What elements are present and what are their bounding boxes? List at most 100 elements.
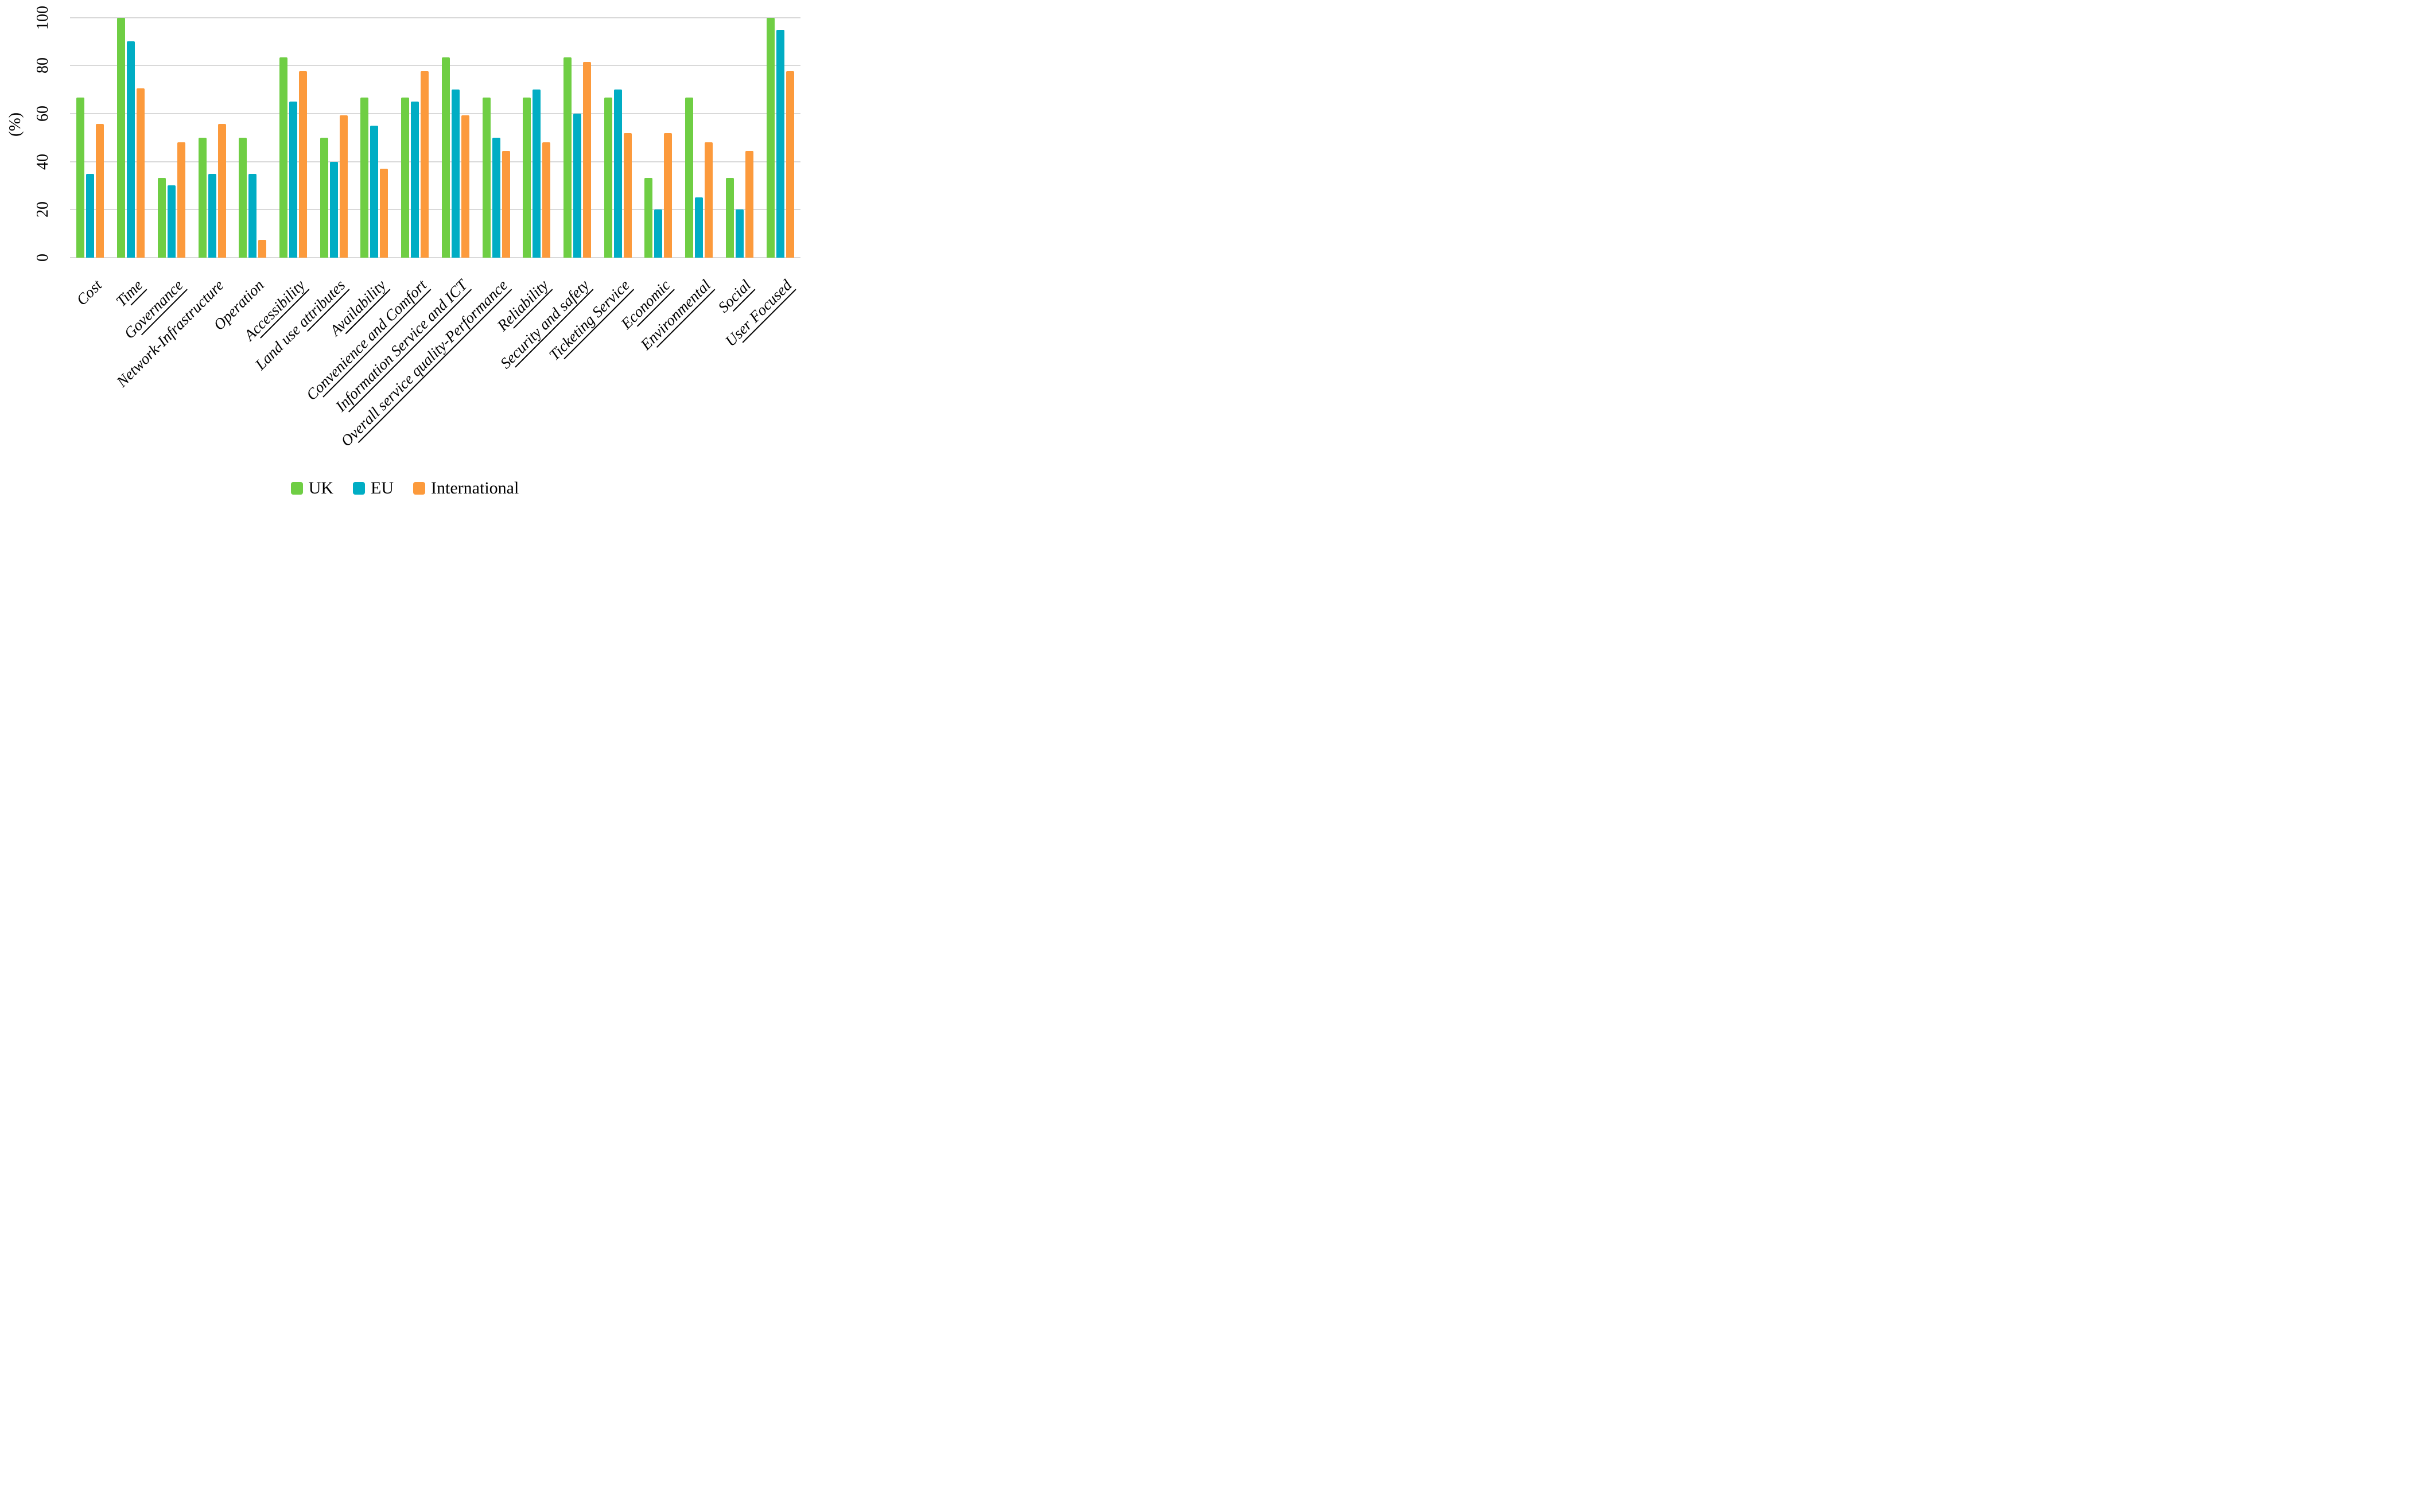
legend-item-international: International	[413, 480, 519, 497]
gridline-60	[70, 112, 800, 114]
bar-uk-land-use-attributes	[320, 137, 328, 258]
gridline-0	[70, 257, 800, 258]
y-axis-title: (%)	[6, 112, 24, 137]
bar-international-network-infrastructure	[217, 124, 226, 258]
bar-international-convenience-and-comfort	[421, 71, 429, 258]
y-tick-label-60: 60	[34, 105, 52, 122]
bar-uk-security-and-safety	[563, 57, 572, 258]
gridline-40	[70, 161, 800, 162]
bar-uk-overall-service-quality-performance	[482, 97, 491, 258]
bar-eu-information-service-and-ict	[451, 90, 460, 258]
bar-international-environmental	[705, 142, 713, 258]
bar-eu-convenience-and-comfort	[411, 102, 419, 258]
x-label-cost: Cost	[72, 276, 106, 309]
bar-eu-availability	[370, 125, 379, 258]
bar-uk-cost	[76, 97, 85, 258]
y-tick-label-100: 100	[34, 5, 52, 30]
y-tick-label-80: 80	[34, 57, 52, 74]
bar-eu-user-focused	[776, 29, 784, 258]
bar-international-overall-service-quality-performance	[502, 151, 510, 258]
bar-eu-cost	[86, 173, 95, 258]
bar-group-ticketing-service	[597, 18, 638, 258]
bar-uk-accessibility	[279, 57, 287, 258]
bar-group-availability	[354, 18, 395, 258]
legend-swatch-eu	[353, 482, 366, 495]
bar-uk-economic	[644, 177, 653, 258]
x-label-social: Social	[714, 276, 755, 316]
bar-group-reliability	[516, 18, 557, 258]
bar-uk-availability	[360, 97, 369, 258]
bar-eu-social	[735, 209, 744, 258]
plot-area	[70, 17, 800, 258]
bar-group-information-service-and-ict	[435, 18, 476, 258]
bar-international-time	[137, 88, 145, 258]
legend-label-uk: UK	[308, 479, 334, 497]
x-label-time: Time	[112, 276, 146, 310]
bar-group-governance	[151, 18, 192, 258]
y-tick-label-0: 0	[34, 254, 52, 262]
bar-eu-land-use-attributes	[329, 161, 338, 258]
bar-international-economic	[664, 133, 673, 258]
legend-label-international: International	[431, 479, 519, 497]
bar-international-ticketing-service	[623, 133, 632, 258]
bar-group-environmental	[679, 18, 720, 258]
bar-uk-governance	[157, 177, 166, 258]
bar-international-availability	[380, 169, 388, 258]
bar-uk-social	[725, 177, 734, 258]
legend-item-eu: EU	[353, 480, 394, 497]
bar-uk-operation	[239, 137, 247, 258]
legend-swatch-international	[413, 482, 426, 495]
bar-eu-overall-service-quality-performance	[492, 137, 500, 258]
bar-uk-environmental	[685, 97, 694, 258]
bar-international-reliability	[542, 142, 551, 258]
legend-label-eu: EU	[371, 479, 394, 497]
bar-chart-figure: 0 20 40 60 80 100 (%) Cost Time Governance Netwo…	[0, 0, 810, 504]
legend-swatch-uk	[290, 482, 303, 495]
bar-eu-time	[127, 41, 135, 258]
bar-group-land-use-attributes	[313, 18, 354, 258]
bar-international-user-focused	[786, 71, 794, 258]
bar-eu-governance	[167, 185, 176, 258]
bar-international-security-and-safety	[582, 62, 591, 258]
gridline-80	[70, 65, 800, 67]
y-tick-label-20: 20	[34, 201, 52, 218]
bar-uk-time	[117, 17, 126, 258]
bar-international-operation	[258, 240, 267, 258]
bar-uk-information-service-and-ict	[441, 57, 450, 258]
bar-eu-environmental	[695, 197, 704, 258]
bar-international-accessibility	[298, 71, 307, 258]
bar-group-overall-service-quality-performance	[476, 18, 516, 258]
bar-group-cost	[70, 18, 111, 258]
y-tick-label-40: 40	[34, 153, 52, 170]
bar-eu-operation	[248, 173, 257, 258]
bar-international-social	[745, 151, 753, 258]
bar-international-land-use-attributes	[339, 115, 348, 258]
gridline-20	[70, 209, 800, 211]
bar-group-time	[111, 17, 151, 258]
bar-eu-security-and-safety	[573, 113, 581, 258]
bar-uk-ticketing-service	[604, 97, 612, 258]
bar-group-operation	[232, 18, 273, 258]
bar-eu-reliability	[533, 90, 541, 258]
legend-item-uk: UK	[290, 479, 334, 497]
bar-eu-network-infrastructure	[208, 173, 216, 258]
bar-international-cost	[96, 124, 104, 258]
bar-group-convenience-and-comfort	[395, 18, 436, 258]
bar-uk-reliability	[523, 97, 531, 258]
bar-group-security-and-safety	[557, 18, 598, 258]
bar-eu-economic	[654, 209, 663, 258]
gridline-100	[70, 17, 800, 18]
bar-group-network-infrastructure	[192, 18, 232, 258]
bar-uk-user-focused	[766, 17, 775, 258]
legend: UK EU International	[0, 480, 810, 497]
bar-international-information-service-and-ict	[461, 115, 469, 258]
bar-eu-ticketing-service	[613, 90, 622, 258]
bar-group-economic	[638, 18, 679, 258]
bar-group-accessibility	[273, 18, 314, 258]
bar-eu-accessibility	[289, 102, 297, 258]
bar-uk-network-infrastructure	[198, 137, 207, 258]
bar-uk-convenience-and-comfort	[401, 97, 410, 258]
bar-group-social	[720, 18, 760, 258]
bar-international-governance	[177, 142, 185, 258]
bar-group-user-focused	[760, 17, 800, 258]
